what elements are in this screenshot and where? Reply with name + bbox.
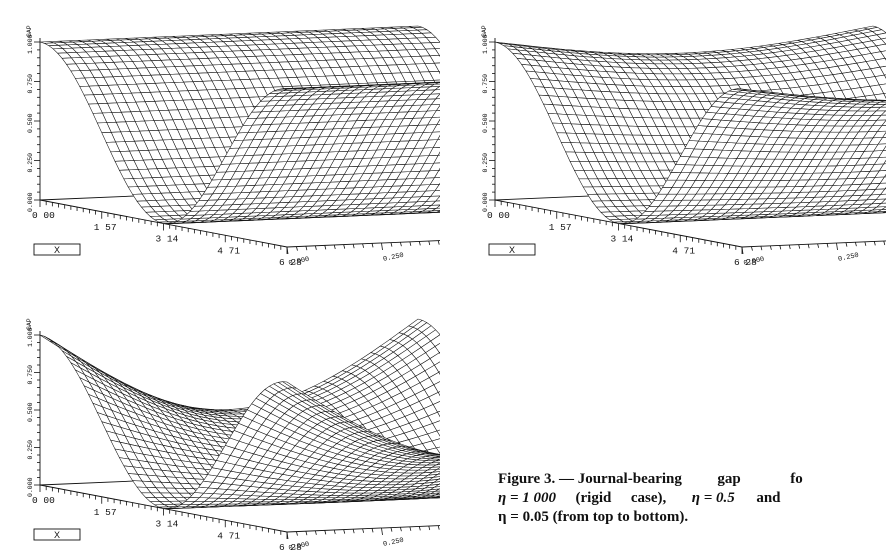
y-tick-mark (305, 531, 308, 536)
y-tick-mark (409, 241, 412, 246)
y-tick-mark (760, 246, 763, 251)
y-tick-label: 0.250 (837, 252, 859, 264)
tick-group (34, 41, 440, 255)
y-tick-mark (296, 246, 298, 251)
surface-mesh (494, 25, 886, 225)
x-label-frame (488, 243, 536, 256)
z-tick-label: 1.000 (482, 34, 489, 54)
y-tick-mark (437, 240, 440, 245)
y-tick-mark (352, 244, 355, 249)
y-tick-mark (390, 527, 393, 532)
x-axis-label: X (509, 245, 515, 255)
surface-plot-eta-0-05: 0 001 573 144 716 280.0000.2500.5000.750… (0, 285, 440, 559)
y-tick-mark (371, 243, 374, 248)
x-axis-label-box: X (33, 243, 81, 256)
z-tick-label: 0.500 (27, 113, 34, 133)
x-tick-label: 4 71 (217, 245, 240, 256)
x-tick-label: 1 57 (94, 222, 117, 233)
x-tick-label: 1 57 (549, 222, 572, 233)
tick-label-group: 0 00 1 57 3 14 4 71 6 28 0.000 0.250 0.500 0.750… (481, 25, 860, 268)
y-tick-mark (769, 245, 772, 250)
y-tick-mark (845, 242, 848, 247)
y-tick-mark (779, 245, 782, 250)
x-tick-label: 6 28 (734, 257, 757, 268)
y-tick-mark (314, 530, 317, 535)
y-tick-mark (428, 525, 431, 531)
tick-group (489, 41, 886, 255)
x-tick-label: 3 14 (611, 234, 634, 245)
y-tick-mark (807, 244, 810, 249)
y-tick-mark (390, 242, 393, 247)
y-axis-line (286, 525, 440, 533)
x-tick-label: 6 28 (279, 257, 302, 268)
surface-plot-3-svg: 0 001 573 144 716 280.0000.2500.5000.750… (26, 318, 440, 553)
surface-cell (737, 88, 752, 91)
surface-plot-eta-0-5: 0 00 1 57 3 14 4 71 6 28 0.000 0.250 0.500 0.750… (455, 0, 886, 280)
y-tick-mark (409, 526, 412, 531)
surface-cell (282, 88, 297, 90)
y-axis-line (741, 240, 886, 248)
z-axis-label: GAP (481, 25, 488, 37)
y-tick-mark (381, 527, 383, 536)
y-tick-mark (826, 243, 829, 248)
y-tick-mark (418, 241, 421, 246)
y-tick-mark (305, 246, 308, 251)
y-tick-mark (864, 241, 867, 246)
y-tick-mark (817, 243, 819, 248)
y-tick-mark (333, 529, 336, 535)
surface-plot-1-svg: 0 00 1 57 3 14 4 71 6 28 0.000 0.250 0.500 0.750… (26, 25, 440, 268)
y-tick-mark (362, 528, 364, 533)
z-tick-label: 1.000 (27, 34, 34, 54)
y-tick-mark (400, 527, 402, 532)
y-tick-mark (324, 530, 327, 535)
surface-plot-eta-1000: 0 00 1 57 3 14 4 71 6 28 0.000 0.250 0.500 0.750… (0, 0, 440, 280)
y-tick-mark (855, 242, 857, 247)
y-tick-mark (333, 244, 336, 250)
y-tick-mark (314, 245, 317, 250)
x-tick-label: 3 14 (156, 234, 179, 245)
surface-plot-2-svg: 0 00 1 57 3 14 4 71 6 28 0.000 0.250 0.500 0.750… (481, 25, 886, 268)
x-axis-label-box: X (488, 243, 536, 256)
z-tick-label: 0.500 (482, 113, 489, 133)
z-tick-label: 0.000 (482, 192, 489, 212)
z-tick-label: 0.250 (27, 153, 34, 173)
y-tick-mark (798, 244, 801, 249)
y-tick-mark (437, 525, 440, 530)
x-label-frame (33, 243, 81, 256)
y-tick-mark (352, 529, 355, 534)
x-tick-label: 0 00 (32, 210, 55, 221)
y-tick-mark (418, 526, 421, 531)
y-tick-mark (883, 240, 886, 246)
y-tick-mark (343, 244, 346, 249)
y-tick-mark (296, 531, 298, 536)
y-tick-mark (428, 240, 431, 246)
z-tick-label: 0.750 (27, 74, 34, 94)
surface-mesh (39, 318, 440, 510)
z-tick-label: 0.250 (482, 153, 489, 173)
x-axis-label: X (54, 245, 60, 255)
tick-group (34, 334, 440, 540)
y-tick-mark (400, 242, 402, 247)
y-tick-mark (751, 246, 753, 251)
y-tick-mark (286, 531, 289, 540)
y-tick-mark (324, 245, 327, 250)
z-tick-label: 0.000 (27, 192, 34, 212)
y-tick-mark (741, 246, 744, 255)
y-tick-label: 0.250 (382, 252, 404, 264)
z-axis-label: GAP (26, 25, 33, 37)
x-tick-label: 0 00 (487, 210, 510, 221)
y-axis-line (286, 240, 440, 248)
x-tick-label: 4 71 (672, 245, 695, 256)
y-tick-mark (381, 242, 383, 251)
y-tick-mark (343, 529, 346, 534)
y-tick-mark (362, 243, 364, 248)
surface-mesh (39, 25, 440, 225)
y-tick-mark (873, 241, 876, 246)
y-tick-mark (788, 244, 791, 250)
y-tick-mark (371, 528, 374, 533)
y-tick-mark (836, 242, 838, 251)
y-tick-mark (286, 246, 289, 255)
z-tick-label: 0.750 (482, 74, 489, 94)
